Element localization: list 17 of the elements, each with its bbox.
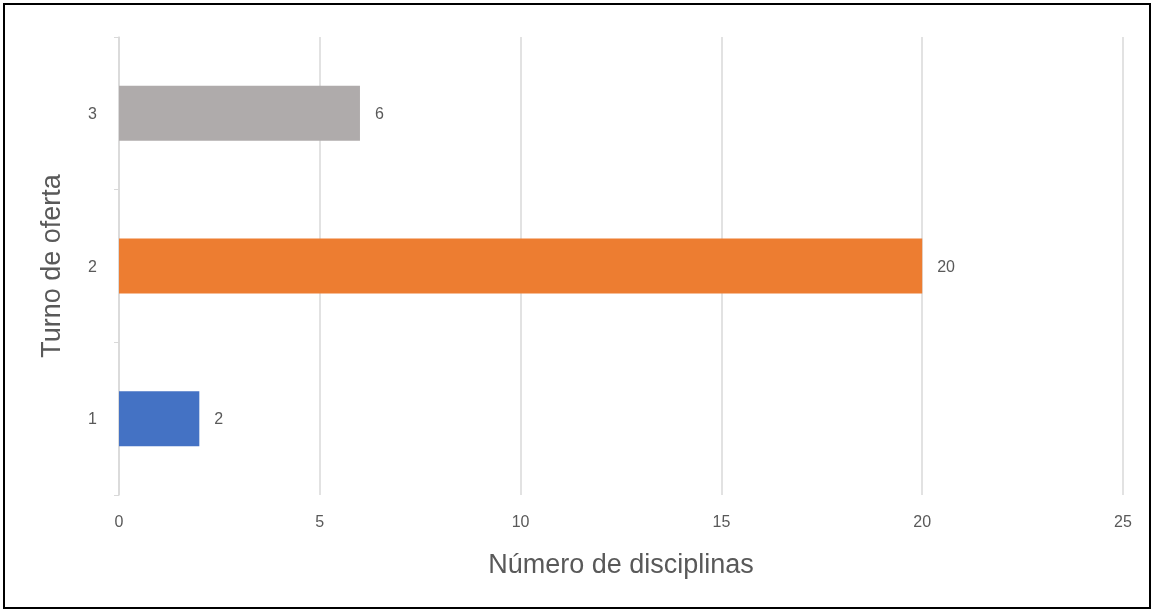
x-axis-title: Número de disciplinas — [488, 548, 754, 579]
bar — [119, 85, 360, 141]
y-tick-label: 2 — [88, 257, 98, 275]
x-tick-label: 5 — [315, 512, 325, 530]
x-tick-label: 20 — [913, 512, 932, 530]
data-label: 2 — [214, 410, 224, 428]
data-label: 6 — [374, 104, 384, 122]
y-tick-label: 3 — [88, 104, 98, 122]
y-axis-title: Turno de oferta — [35, 173, 66, 358]
bar — [119, 238, 923, 294]
data-label: 20 — [937, 257, 956, 275]
x-tick-label: 25 — [1114, 512, 1132, 530]
y-tick-label: 1 — [88, 410, 98, 428]
x-tick-label: 0 — [114, 512, 124, 530]
x-tick-label: 10 — [511, 512, 530, 530]
x-tick-label: 15 — [712, 512, 731, 530]
bar — [119, 391, 200, 447]
